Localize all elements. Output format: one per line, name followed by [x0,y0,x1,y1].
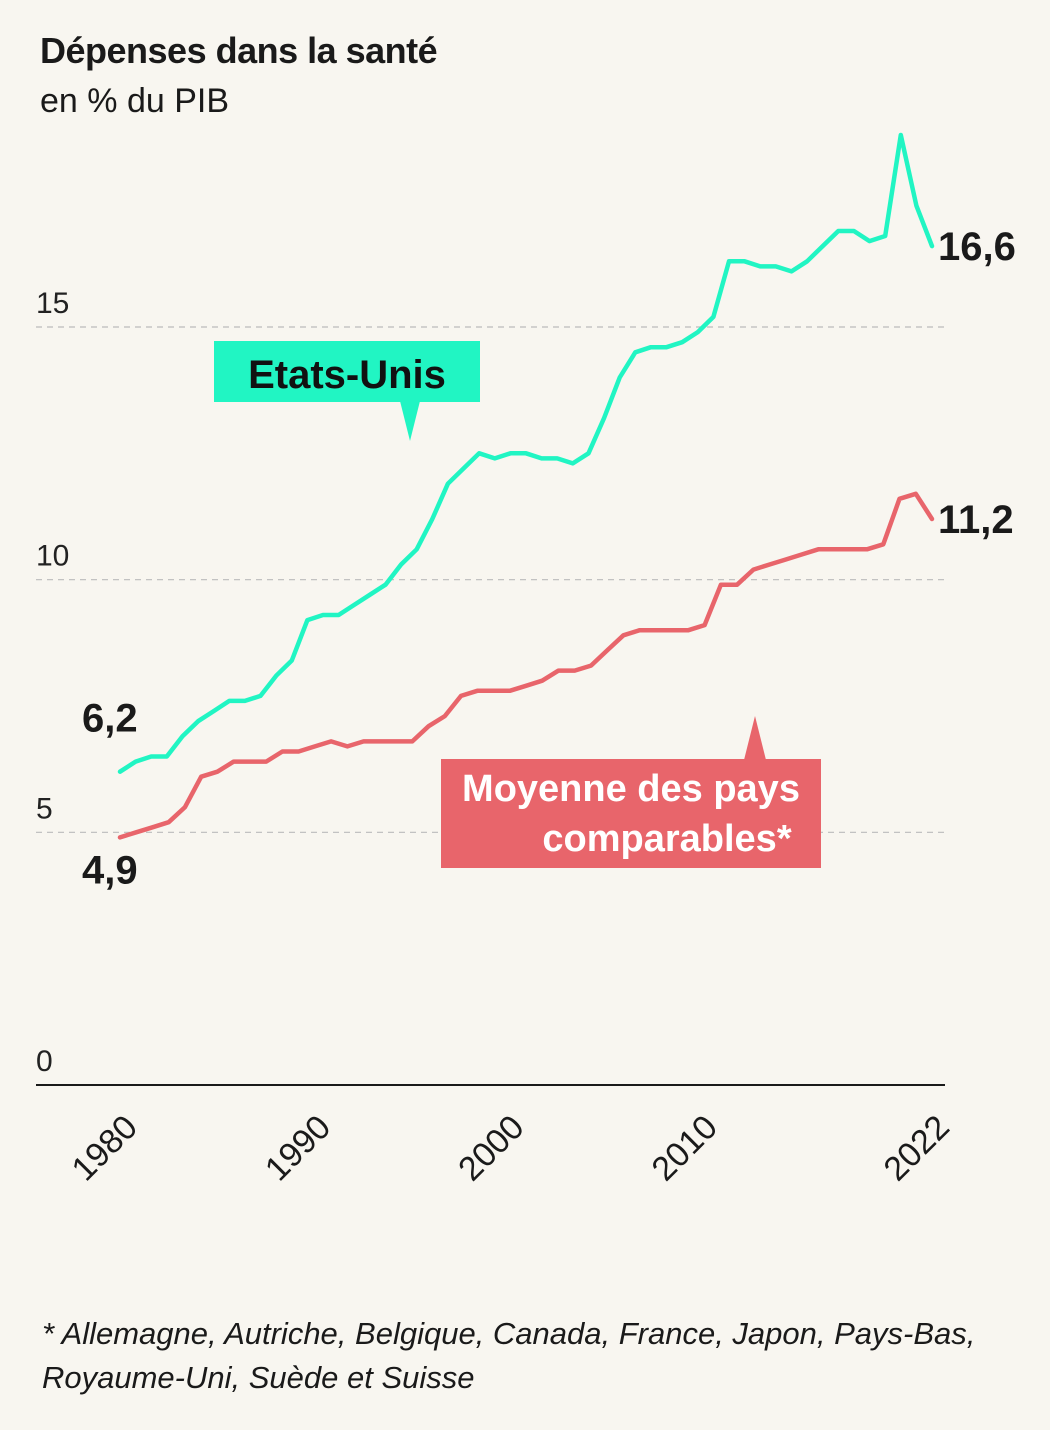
callout-box-us [214,341,480,402]
series-line-avg [117,491,935,840]
end-value-label-us: 16,6 [938,225,1016,269]
start-value-label-us: 6,2 [82,697,138,741]
x-tick-label-2010: 2010 [645,1108,725,1188]
y-tick-labels: 0 5 10 15 [36,287,69,1078]
callout-box-avg [441,759,821,868]
x-tick-label-1990: 1990 [258,1108,338,1188]
y-tick-label-5: 5 [36,792,53,825]
y-tick-label-10: 10 [36,540,69,573]
series-callouts: Etats-Unis Moyenne des pays comparables* [214,341,821,868]
y-tick-label-15: 15 [36,287,69,320]
callout-label-avg-line1: Moyenne des pays [462,768,800,810]
line-chart: 0 5 10 15 1980 1990 2000 2010 2022 16,6 6,2 11,2 4… [36,132,1016,1188]
chart-subtitle: en % du PIB [40,82,230,120]
footnote: * Allemagne, Autriche, Belgique, Canada,… [42,1316,976,1395]
value-labels: 16,6 6,2 11,2 4,9 [82,225,1016,892]
x-tick-label-2000: 2000 [451,1108,531,1188]
callout-label-us: Etats-Unis [248,353,446,397]
grid-lines [36,326,945,833]
y-tick-label-0: 0 [36,1045,53,1078]
chart-title: Dépenses dans la santé [40,30,438,71]
start-value-label-avg: 4,9 [82,848,138,892]
callout-label-avg-line2: comparables* [542,818,791,860]
series-lines [117,132,935,840]
callout-pointer-avg [744,716,766,760]
x-tick-label-1980: 1980 [65,1108,145,1188]
callout-pointer-us [400,401,420,441]
series-line-us [117,132,935,774]
end-value-label-avg: 11,2 [938,498,1014,542]
x-tick-labels: 1980 1990 2000 2010 2022 [65,1108,957,1188]
x-tick-label-2022: 2022 [877,1108,957,1188]
